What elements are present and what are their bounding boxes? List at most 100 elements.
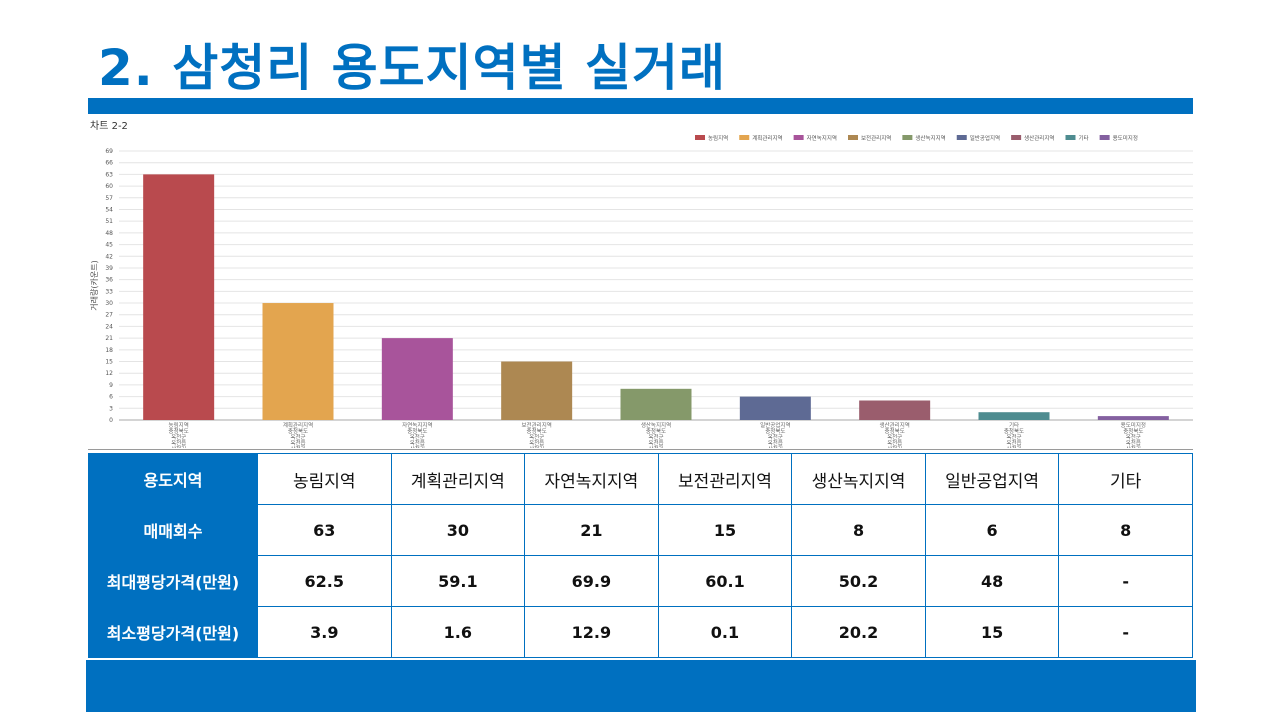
bar-chart: 0369121518212427303336394245485154576063… xyxy=(89,134,1193,448)
summary-table: 용도지역 농림지역 계획관리지역 자연녹지지역 보전관리지역 생산녹지지역 일반… xyxy=(88,453,1193,658)
column-header: 자연녹지지역 xyxy=(524,453,659,505)
legend-swatch xyxy=(695,135,705,140)
x-tick-label: 삼청리 xyxy=(887,445,902,448)
bar-자연녹지지역 xyxy=(381,338,453,420)
y-tick-label: 33 xyxy=(105,288,113,295)
table-cell: 6 xyxy=(924,504,1060,556)
column-header: 일반공업지역 xyxy=(924,453,1060,505)
table-cell: - xyxy=(1058,555,1193,607)
bar-농림지역 xyxy=(143,174,215,420)
x-tick-label: 옥천군 xyxy=(1126,433,1141,441)
x-tick-label: 옥천군 xyxy=(529,433,544,441)
y-tick-label: 42 xyxy=(105,253,113,260)
table-cell: 8 xyxy=(791,504,926,556)
x-tick-label: 충청북도 xyxy=(527,427,547,435)
x-tick-label: 옥천군 xyxy=(410,433,425,441)
table-cell: 1.6 xyxy=(390,606,526,658)
legend-label: 자연녹지지역 xyxy=(807,134,837,142)
x-tick-label: 옥천읍 xyxy=(887,439,902,447)
table-cell: 15 xyxy=(657,504,793,556)
x-tick-label: 일반공업지역 xyxy=(760,421,790,429)
x-tick-label: 삼청리 xyxy=(1006,445,1021,448)
x-tick-label: 기타 xyxy=(1009,421,1019,429)
x-tick-label: 자연녹지지역 xyxy=(402,421,432,429)
y-tick-label: 15 xyxy=(105,359,113,366)
x-tick-label: 옥천읍 xyxy=(410,439,425,447)
table-cell: 21 xyxy=(524,504,659,556)
y-tick-label: 60 xyxy=(105,183,113,190)
legend-label: 계획관리지역 xyxy=(752,134,782,142)
bar-생산관리지역 xyxy=(859,400,931,420)
x-tick-label: 삼청리 xyxy=(290,445,305,448)
y-tick-label: 66 xyxy=(105,160,113,167)
x-tick-label: 옥천읍 xyxy=(171,439,186,447)
legend-label: 일반공업지역 xyxy=(970,134,1000,142)
column-header: 보전관리지역 xyxy=(657,453,793,505)
x-tick-label: 충청북도 xyxy=(1004,427,1024,435)
table-cell: 62.5 xyxy=(257,555,392,607)
table-cell: 63 xyxy=(257,504,392,556)
x-tick-label: 옥천읍 xyxy=(648,439,663,447)
table-cell: 60.1 xyxy=(657,555,793,607)
x-tick-label: 옥천군 xyxy=(290,433,305,441)
x-tick-label: 옥천읍 xyxy=(1126,439,1141,447)
legend-label: 기타 xyxy=(1079,134,1089,142)
x-tick-label: 옥천읍 xyxy=(768,439,783,447)
table-row: 매매회수 63 30 21 15 8 6 8 xyxy=(88,504,1193,556)
table-cell: 59.1 xyxy=(390,555,526,607)
table-row: 최소평당가격(만원) 3.9 1.6 12.9 0.1 20.2 15 - xyxy=(88,606,1193,658)
x-tick-label: 옥천읍 xyxy=(529,439,544,447)
chart-divider xyxy=(88,449,1193,450)
legend-swatch xyxy=(1011,135,1022,140)
y-tick-label: 51 xyxy=(105,218,113,225)
table-cell: 0.1 xyxy=(657,606,793,658)
table-row: 최대평당가격(만원) 62.5 59.1 69.9 60.1 50.2 48 - xyxy=(88,555,1193,607)
bar-일반공업지역 xyxy=(739,396,811,420)
table-cell: 30 xyxy=(390,504,526,556)
y-tick-label: 57 xyxy=(105,195,113,202)
x-tick-label: 삼청리 xyxy=(171,445,186,448)
x-tick-label: 보전관리지역 xyxy=(521,421,551,429)
table-cell: - xyxy=(1058,606,1193,658)
y-tick-label: 6 xyxy=(109,394,113,401)
y-tick-label: 3 xyxy=(109,405,113,412)
y-tick-label: 36 xyxy=(105,277,113,284)
x-tick-label: 옥천군 xyxy=(768,433,783,441)
x-tick-label: 삼청리 xyxy=(529,445,544,448)
legend-swatch xyxy=(902,135,913,140)
y-tick-label: 39 xyxy=(105,265,113,272)
x-tick-label: 삼청리 xyxy=(1126,445,1141,448)
y-tick-label: 63 xyxy=(105,171,113,178)
table-header-row: 용도지역 농림지역 계획관리지역 자연녹지지역 보전관리지역 생산녹지지역 일반… xyxy=(88,453,1193,505)
column-header: 계획관리지역 xyxy=(390,453,526,505)
row-header: 매매회수 xyxy=(88,504,258,556)
x-tick-label: 충청북도 xyxy=(288,427,308,435)
y-tick-label: 30 xyxy=(105,300,113,307)
y-tick-label: 21 xyxy=(105,335,113,342)
y-axis-label: 거래량(카운트) xyxy=(89,260,99,310)
table-cell: 50.2 xyxy=(791,555,926,607)
table-cell: 8 xyxy=(1058,504,1193,556)
chart-caption: 차트 2-2 xyxy=(90,121,128,132)
legend-swatch xyxy=(848,135,858,140)
legend-swatch xyxy=(793,135,804,140)
x-tick-label: 계획관리지역 xyxy=(283,421,313,429)
x-tick-label: 옥천군 xyxy=(887,433,902,441)
footer-bar xyxy=(86,660,1196,712)
y-tick-label: 24 xyxy=(105,323,113,330)
x-tick-label: 충청북도 xyxy=(1123,427,1143,435)
x-tick-label: 삼청리 xyxy=(768,445,783,448)
y-tick-label: 48 xyxy=(105,230,113,237)
legend-label: 생산녹지지역 xyxy=(915,134,945,142)
column-header: 생산녹지지역 xyxy=(791,453,926,505)
column-header: 농림지역 xyxy=(257,453,392,505)
x-tick-label: 생산녹지지역 xyxy=(641,421,671,429)
bar-기타 xyxy=(978,412,1050,420)
row-header: 용도지역 xyxy=(88,453,258,505)
x-tick-label: 옥천군 xyxy=(171,433,186,441)
legend-label: 농림지역 xyxy=(708,134,728,142)
bar-계획관리지역 xyxy=(262,303,334,420)
x-tick-label: 충청북도 xyxy=(169,427,189,435)
legend-swatch xyxy=(1099,135,1110,140)
table-cell: 15 xyxy=(924,606,1060,658)
